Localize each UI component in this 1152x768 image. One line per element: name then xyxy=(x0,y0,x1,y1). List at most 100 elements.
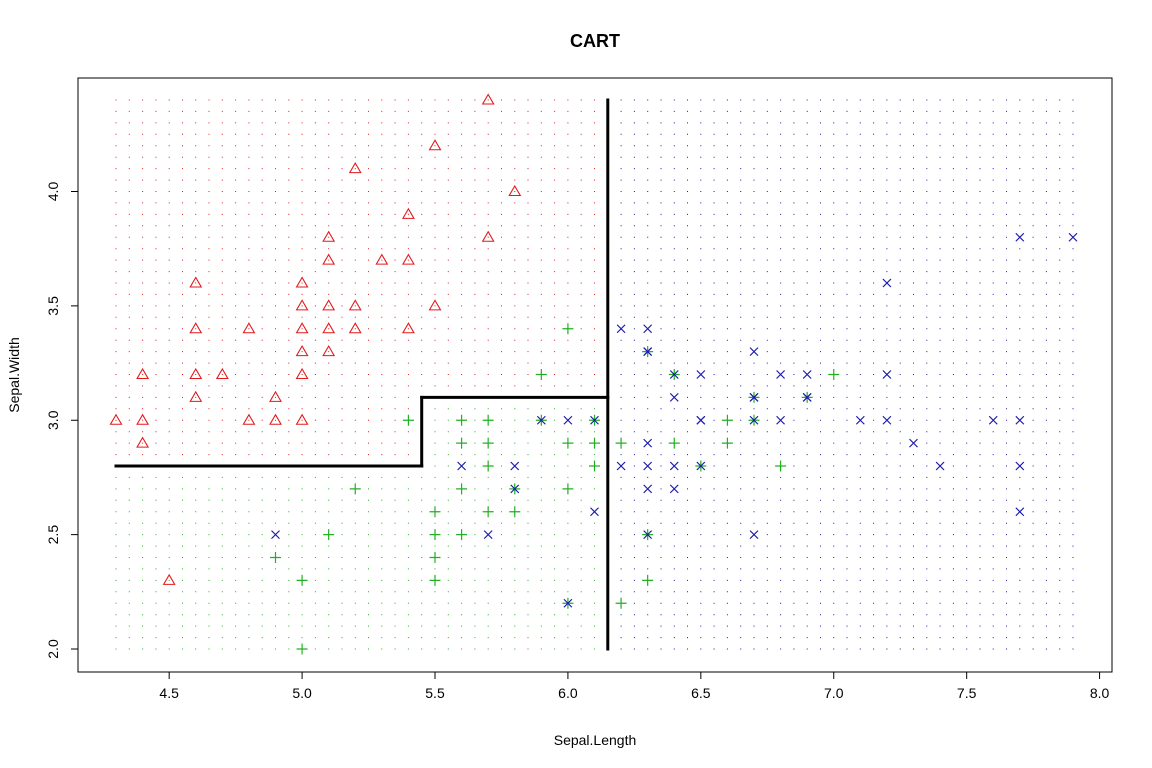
point-cross xyxy=(1015,415,1025,425)
point-cross xyxy=(669,484,679,494)
point-cross xyxy=(643,484,653,494)
point-cross xyxy=(643,530,653,540)
point-cross xyxy=(563,415,573,425)
point-triangle xyxy=(348,299,362,311)
point-cross xyxy=(749,415,759,425)
y-tick-label: 4.0 xyxy=(45,182,61,202)
point-plus xyxy=(562,437,574,449)
point-cross xyxy=(457,461,467,471)
point-triangle xyxy=(322,299,336,311)
point-triangle xyxy=(242,413,256,425)
point-cross xyxy=(643,461,653,471)
point-cross xyxy=(749,530,759,540)
x-axis-label: Sepal.Length xyxy=(554,732,637,748)
y-axis-label: Sepal.Width xyxy=(6,337,22,412)
x-tick-label: 7.0 xyxy=(824,685,844,701)
point-triangle xyxy=(269,390,282,402)
point-cross xyxy=(855,415,865,425)
point-cross xyxy=(1015,461,1025,471)
point-cross xyxy=(590,415,599,425)
point-triangle xyxy=(189,322,203,334)
point-plus xyxy=(482,506,494,518)
point-cross xyxy=(510,484,520,494)
point-triangle xyxy=(322,253,336,265)
point-plus xyxy=(721,414,733,426)
point-cross xyxy=(988,415,998,425)
point-triangle xyxy=(322,230,336,242)
point-triangle xyxy=(322,322,336,334)
y-tick-label: 2.0 xyxy=(45,639,61,659)
region-dots-class_2 xyxy=(115,408,595,650)
x-tick-label: 4.5 xyxy=(159,685,179,701)
point-cross xyxy=(776,370,786,379)
point-cross xyxy=(1015,507,1025,517)
chart-title: CART xyxy=(570,31,620,51)
y-tick-label: 3.5 xyxy=(45,296,61,316)
point-triangle xyxy=(162,573,176,585)
point-cross xyxy=(882,415,892,425)
point-cross xyxy=(882,370,892,379)
point-triangle xyxy=(401,253,415,265)
point-triangle xyxy=(189,367,203,380)
point-cross xyxy=(643,324,653,334)
point-cross xyxy=(616,461,626,471)
point-triangle xyxy=(322,345,336,357)
point-plus xyxy=(482,437,494,449)
point-triangle xyxy=(348,162,362,174)
point-cross xyxy=(802,370,812,379)
point-triangle xyxy=(295,367,309,380)
point-plus xyxy=(615,597,627,609)
decision-region-grid xyxy=(115,99,1074,650)
point-triangle xyxy=(295,345,309,357)
point-triangle xyxy=(428,299,442,311)
point-plus xyxy=(482,414,494,426)
x-tick-label: 6.5 xyxy=(691,685,711,701)
point-plus xyxy=(562,323,574,335)
point-triangle xyxy=(375,253,389,265)
point-plus xyxy=(535,369,547,380)
point-triangle xyxy=(136,413,150,425)
x-tick-label: 5.0 xyxy=(292,685,312,701)
point-plus xyxy=(296,574,308,586)
y-tick-label: 2.5 xyxy=(45,525,61,545)
point-triangle xyxy=(401,322,415,334)
point-cross xyxy=(616,324,626,334)
point-plus xyxy=(456,414,468,426)
point-plus xyxy=(429,529,441,541)
point-triangle xyxy=(508,184,522,197)
point-plus xyxy=(456,483,468,495)
x-tick-label: 7.5 xyxy=(957,685,977,701)
point-plus xyxy=(296,643,308,655)
point-triangle xyxy=(295,413,309,425)
point-plus xyxy=(668,437,680,449)
point-triangle xyxy=(295,322,309,334)
point-plus xyxy=(482,460,494,472)
point-cross xyxy=(696,415,706,425)
point-plus xyxy=(562,483,574,495)
point-plus xyxy=(509,506,521,518)
region-dots-class_1 xyxy=(115,99,595,467)
point-cross xyxy=(696,370,706,379)
point-plus xyxy=(456,529,468,541)
point-cross xyxy=(1068,232,1078,242)
point-plus xyxy=(642,574,654,586)
point-cross xyxy=(696,461,706,471)
point-plus xyxy=(721,437,733,449)
point-cross xyxy=(669,461,679,471)
point-plus xyxy=(589,460,600,472)
point-plus xyxy=(828,369,840,380)
point-cross xyxy=(643,347,653,357)
point-plus xyxy=(589,437,600,449)
point-plus xyxy=(349,483,361,495)
point-triangle xyxy=(348,322,362,334)
x-axis: 4.5 5.0 5.5 6.0 6.5 7.0 7.5 8.0 xyxy=(159,671,1110,701)
point-cross xyxy=(536,415,546,425)
y-axis: 2.0 2.5 3.0 3.5 4.0 xyxy=(45,182,79,659)
point-cross xyxy=(669,392,679,402)
point-triangle xyxy=(109,413,123,425)
point-triangle xyxy=(136,436,150,448)
point-triangle xyxy=(295,276,309,288)
point-cross xyxy=(749,392,759,402)
point-plus xyxy=(270,552,281,563)
